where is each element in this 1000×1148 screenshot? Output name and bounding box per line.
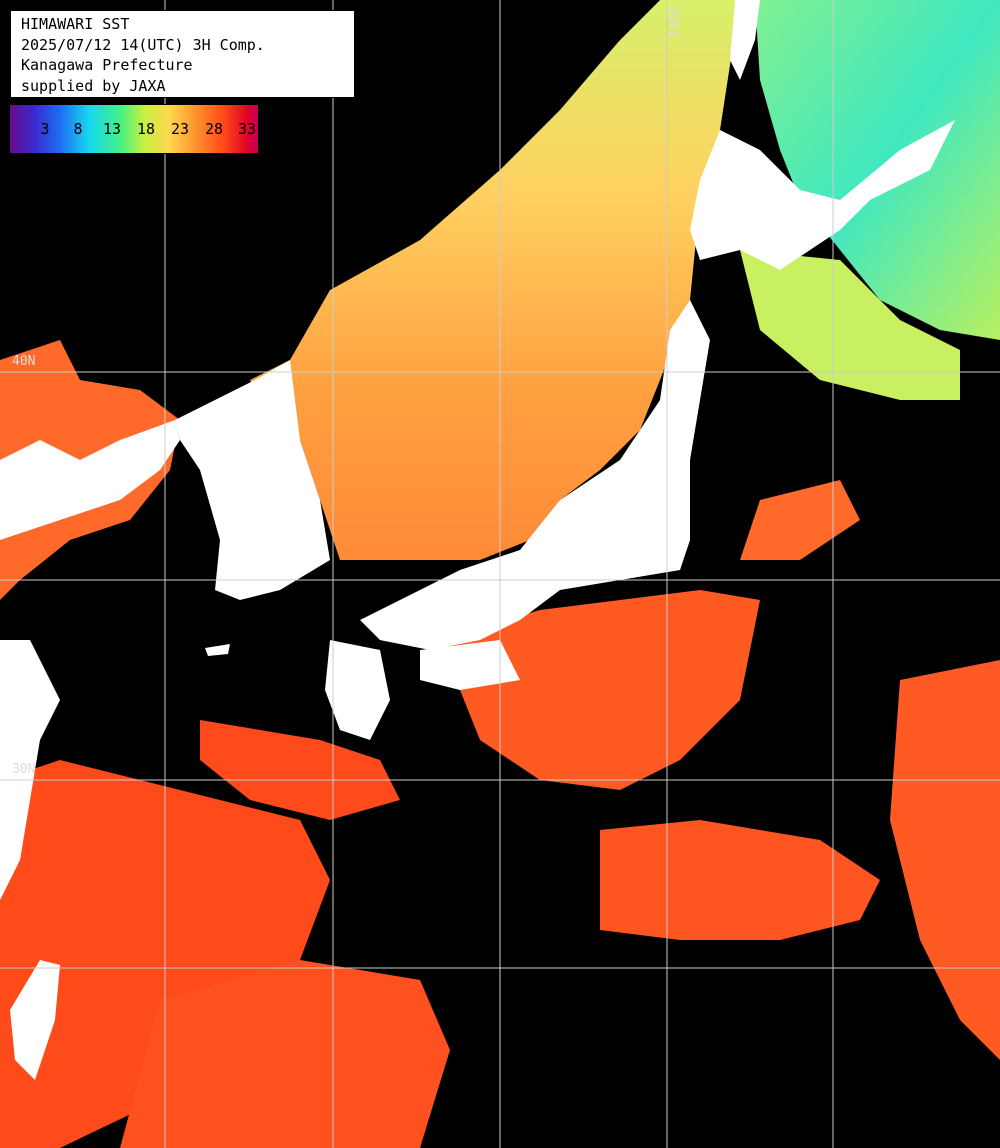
scale-label-13: 13 — [102, 120, 122, 138]
scale-label-28: 28 — [204, 120, 224, 138]
pacific-north — [740, 250, 960, 400]
title-line-1: HIMAWARI SST — [21, 15, 130, 33]
philippine-sea-north — [200, 720, 400, 820]
scale-label-8: 8 — [73, 120, 83, 138]
scale-label-33: 33 — [237, 120, 257, 138]
title-line-2: 2025/07/12 14(UTC) 3H Comp. — [21, 35, 265, 54]
island-small-1 — [205, 644, 230, 656]
hokkaido — [690, 120, 955, 270]
lat-30-label: 30N — [12, 762, 36, 777]
pacific-east-warm — [740, 480, 860, 560]
pacific-south-japan — [440, 590, 760, 790]
lat-40-label: 40N — [12, 354, 36, 369]
china-coast — [0, 420, 180, 540]
shikoku — [420, 640, 520, 690]
color-scale-legend: 3 8 13 18 23 28 33 — [9, 104, 259, 154]
korea-peninsula — [175, 360, 330, 600]
lon-140-label: 140E — [668, 6, 683, 38]
honshu — [360, 300, 710, 650]
china-mainland — [0, 640, 60, 900]
map-title-box: HIMAWARI SST 2025/07/12 14(UTC) 3H Comp.… — [10, 10, 355, 98]
pacific-southeast — [890, 660, 1000, 1060]
pacific-south-west — [120, 960, 450, 1148]
taiwan — [10, 960, 60, 1080]
title-line-4: supplied by JAXA — [21, 76, 166, 95]
sakhalin — [730, 0, 760, 80]
scale-label-3: 3 — [40, 120, 50, 138]
sea-of-japan — [250, 0, 740, 560]
pacific-central-south — [600, 820, 880, 940]
scale-label-23: 23 — [170, 120, 190, 138]
kyushu — [325, 640, 390, 740]
scale-label-18: 18 — [136, 120, 156, 138]
title-line-3: Kanagawa Prefecture — [21, 56, 193, 74]
